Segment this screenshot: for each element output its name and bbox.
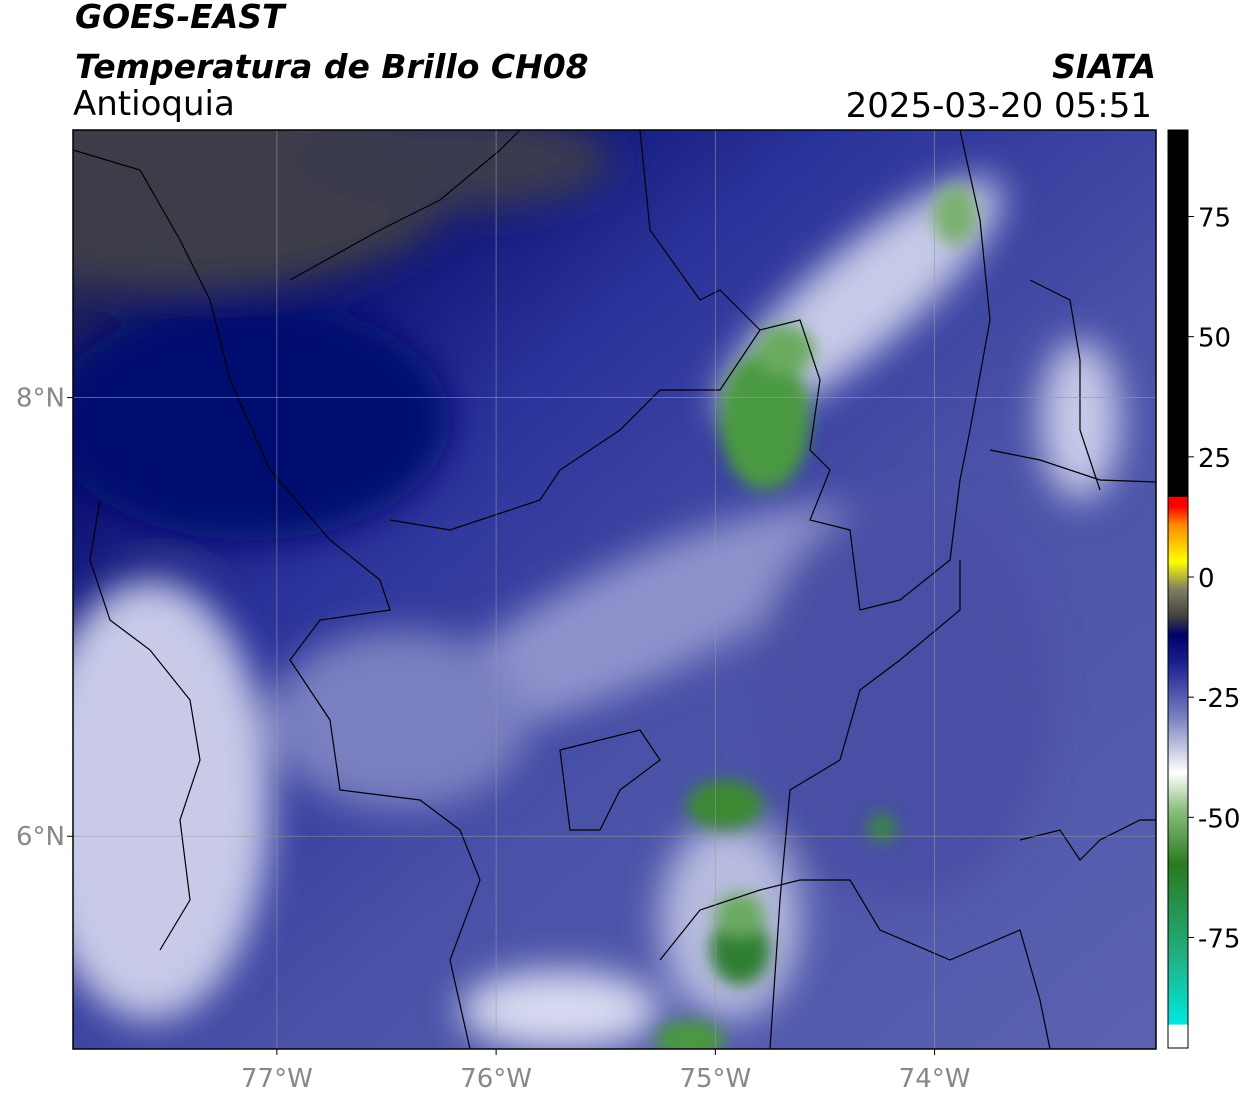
map-frame (72, 129, 1157, 1050)
satellite-title: GOES-EAST (75, 0, 287, 36)
region-label: Antioquia (73, 84, 235, 124)
lon-tick-label: 76°W (460, 1064, 532, 1094)
lat-tick-label: 8°N (16, 384, 65, 414)
lon-tick-label: 77°W (241, 1064, 313, 1094)
colorbar-tick-label: 75 (1198, 204, 1231, 234)
colorbar-tick-label: 50 (1198, 324, 1231, 354)
product-title: Temperatura de Brillo CH08 (75, 47, 589, 86)
colorbar-tick-label: 0 (1198, 564, 1215, 594)
source-label: SIATA (1052, 47, 1156, 86)
colorbar (1167, 129, 1189, 1049)
colorbar-tick-label: -50 (1198, 804, 1240, 834)
lat-tick-label: 6°N (16, 822, 65, 852)
lon-tick-label: 75°W (679, 1064, 751, 1094)
graticule (73, 130, 1156, 1049)
lon-tick-label: 74°W (899, 1064, 971, 1094)
timestamp: 2025-03-20 05:51 (846, 86, 1152, 126)
satellite-image (73, 130, 1156, 1049)
colorbar-tick-label: -25 (1198, 684, 1240, 714)
colorbar-tick-label: -75 (1198, 924, 1240, 954)
colorbar-tick-label: 25 (1198, 444, 1231, 474)
